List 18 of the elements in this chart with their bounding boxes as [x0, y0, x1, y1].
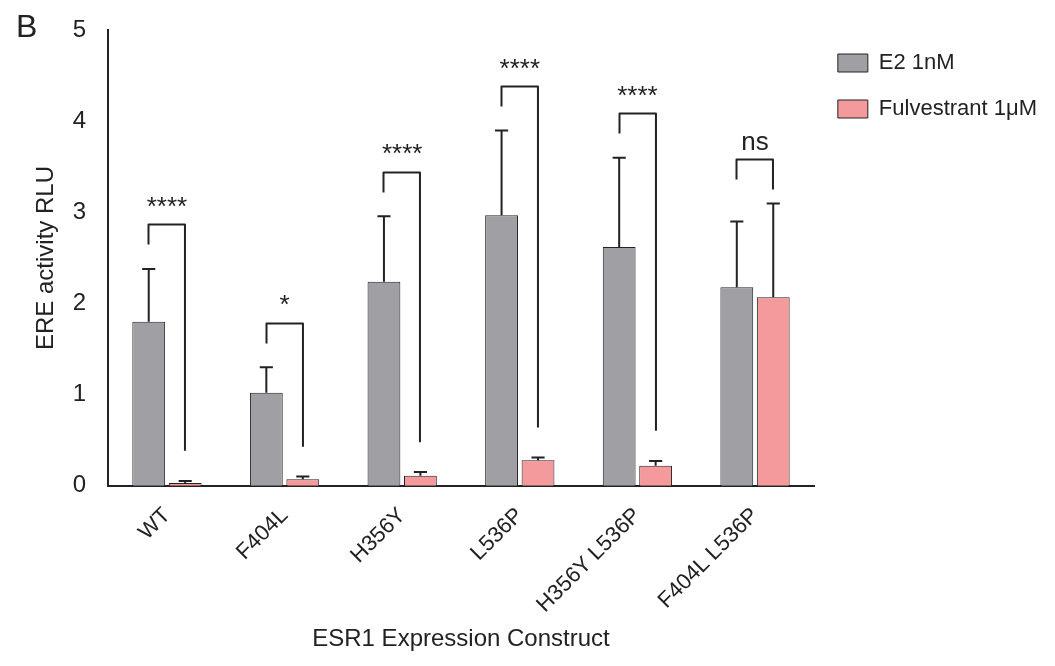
y-tick-label: 1: [72, 379, 87, 407]
annotation: ****: [146, 191, 188, 222]
x-tick-label: WT: [132, 502, 175, 544]
legend-label: E2 1nM: [878, 49, 955, 75]
x-axis-title: ESR1 Expression Construct: [312, 624, 611, 652]
text: B: [16, 7, 38, 44]
y-tick-label: 0: [72, 470, 87, 498]
y-tick-label: 2: [72, 288, 87, 316]
annotation: *: [279, 289, 290, 320]
y-tick-label: 5: [72, 15, 87, 43]
annotation: ****: [381, 138, 423, 169]
annotation: ****: [499, 52, 541, 83]
legend-label: Fulvestrant 1μM: [878, 95, 1037, 121]
y-tick-label: 3: [72, 197, 87, 225]
y-tick-label: 4: [72, 106, 87, 134]
annotation: ****: [617, 80, 658, 111]
y-axis-title: ERE activity RLU: [31, 166, 59, 351]
annotation: ns: [741, 125, 769, 156]
